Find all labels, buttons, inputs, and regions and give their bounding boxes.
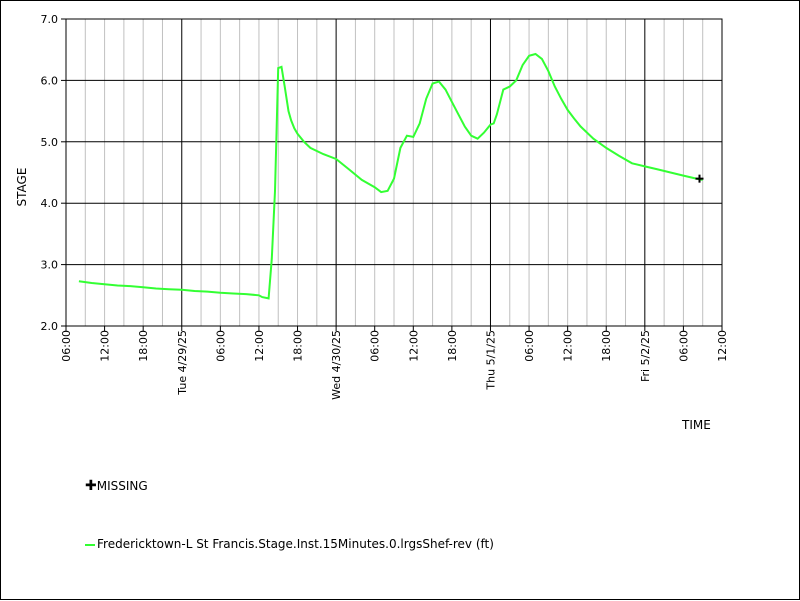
x-tick-label: 06:00 bbox=[523, 330, 536, 362]
x-axis-label: TIME bbox=[681, 418, 711, 432]
x-tick-label: 12:00 bbox=[716, 330, 729, 362]
y-tick-label: 5.0 bbox=[41, 136, 59, 149]
y-tick-label: 7.0 bbox=[41, 13, 59, 26]
y-tick-label: 3.0 bbox=[41, 259, 59, 272]
x-tick-label: Fri 5/2/25 bbox=[639, 330, 652, 382]
legend-label-missing: MISSING bbox=[96, 479, 148, 493]
x-tick-label: 06:00 bbox=[677, 330, 690, 362]
plus-icon: ✚ bbox=[85, 478, 97, 494]
x-tick-label: 12:00 bbox=[562, 330, 575, 362]
y-tick-label: 4.0 bbox=[41, 197, 59, 210]
grid-lines bbox=[65, 18, 723, 327]
x-tick-label: 06:00 bbox=[214, 330, 227, 362]
y-axis-label: STAGE bbox=[15, 168, 29, 207]
x-tick-label: Thu 5/1/25 bbox=[484, 330, 497, 391]
legend-item-missing: ✚MISSING bbox=[85, 478, 148, 494]
y-tick-label: 2.0 bbox=[41, 320, 59, 333]
legend-line-swatch bbox=[85, 543, 95, 546]
series-line-stage bbox=[78, 52, 703, 300]
x-tick-label: 06:00 bbox=[369, 330, 382, 362]
x-tick-label: 18:00 bbox=[292, 330, 305, 362]
missing-point-marker bbox=[695, 174, 704, 183]
legend-item-series: Fredericktown-L St Francis.Stage.Inst.15… bbox=[85, 537, 494, 551]
x-tick-label: 12:00 bbox=[99, 330, 112, 362]
x-tick-label: 12:00 bbox=[253, 330, 266, 362]
plot-area-border bbox=[65, 18, 723, 327]
x-tick-label: 18:00 bbox=[446, 330, 459, 362]
x-tick-label: 12:00 bbox=[407, 330, 420, 362]
y-tick-label: 6.0 bbox=[41, 74, 59, 87]
y-axis-ticks: 2.0 3.0 4.0 5.0 6.0 7.0 bbox=[41, 13, 66, 333]
x-tick-label: 18:00 bbox=[137, 330, 150, 362]
missing-markers bbox=[695, 174, 704, 183]
x-axis-ticks: 06:00 12:00 18:00 Tue 4/29/25 06:00 12:00 18:0… bbox=[60, 326, 729, 400]
x-tick-label: Wed 4/30/25 bbox=[330, 330, 343, 400]
x-tick-label: 06:00 bbox=[60, 330, 73, 362]
legend-label-series: Fredericktown-L St Francis.Stage.Inst.15… bbox=[97, 537, 494, 551]
x-tick-label: Tue 4/29/25 bbox=[176, 330, 189, 396]
x-tick-label: 18:00 bbox=[600, 330, 613, 362]
